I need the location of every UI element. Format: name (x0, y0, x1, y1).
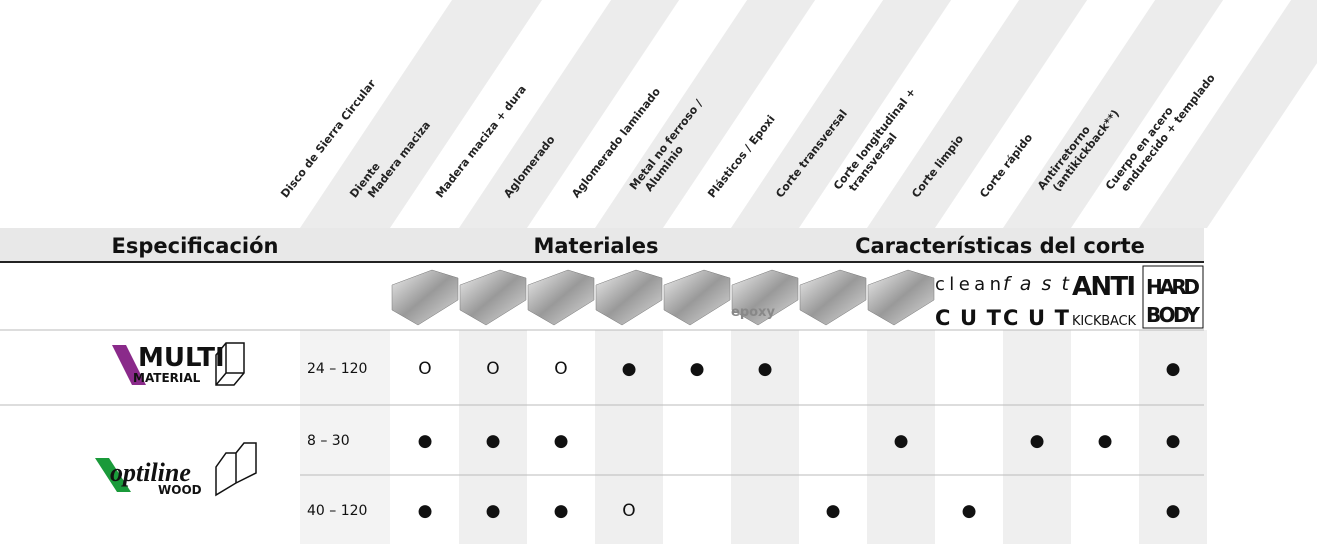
cell-mark: O (486, 359, 499, 379)
cell-mark: O (622, 501, 635, 521)
header-stripe (1139, 0, 1317, 228)
cell-mark: ● (1098, 431, 1113, 451)
column-stripe (300, 330, 390, 544)
tooth-range: 40 – 120 (307, 503, 367, 519)
header-stripe (300, 0, 542, 228)
material-icon (731, 269, 799, 326)
icon-text: CUT (1003, 306, 1070, 330)
column-stripe (459, 330, 527, 544)
header-stripe (459, 0, 680, 228)
material-icon (799, 269, 867, 326)
column-stripe (595, 330, 663, 544)
cell-mark: ● (554, 501, 569, 521)
material-icon (459, 269, 527, 326)
icon-text: clean (935, 274, 1001, 295)
material-icon (527, 269, 595, 326)
cell-mark: ● (486, 431, 501, 451)
group-band (0, 228, 1204, 262)
cell-mark: ● (418, 431, 433, 451)
icon-text: CUT (935, 306, 1002, 330)
group-header: Materiales (533, 234, 658, 258)
icon-text: BODY (1146, 303, 1201, 327)
cell-mark: ● (554, 431, 569, 451)
cell-mark: O (554, 359, 567, 379)
material-icon (595, 269, 663, 326)
icon-text: KICKBACK (1072, 314, 1136, 329)
cell-mark: ● (1166, 501, 1181, 521)
cell-mark: ● (1166, 431, 1181, 451)
cell-mark: ● (622, 359, 637, 379)
material-icon (663, 269, 731, 326)
blade-icon (215, 342, 257, 497)
column-stripe (1139, 330, 1207, 544)
tooth-range: 8 – 30 (307, 433, 350, 449)
cell-mark: ● (1166, 359, 1181, 379)
multi-logo: MULTI MATERIAL (112, 343, 225, 385)
logo-text: WOOD (158, 483, 202, 497)
cell-mark: O (418, 359, 431, 379)
cell-mark: ● (486, 501, 501, 521)
icon-text: fast (1003, 273, 1071, 295)
icon-frame (1142, 265, 1204, 329)
cell-mark: ● (418, 501, 433, 521)
header-stripe (731, 0, 952, 228)
logo-text: MATERIAL (133, 371, 201, 385)
cell-mark: ● (962, 501, 977, 521)
header-stripe (595, 0, 816, 228)
column-stripe (731, 330, 799, 544)
cell-mark: ● (690, 359, 705, 379)
header-stripe (867, 0, 1088, 228)
column-stripe (867, 330, 935, 544)
icon-text: HARD (1146, 275, 1200, 299)
group-header: Características del corte (855, 234, 1145, 258)
cell-mark: ● (1030, 431, 1045, 451)
group-header: Especificación (112, 234, 279, 258)
cell-mark: ● (894, 431, 909, 451)
icon-text: ANTI (1072, 272, 1136, 302)
material-icon (391, 269, 459, 326)
cell-mark: ● (758, 359, 773, 379)
optiline-logo: optiline WOOD (95, 458, 202, 497)
tooth-range: 24 – 120 (307, 361, 367, 377)
material-icon (867, 269, 935, 326)
logo-text: optiline (110, 458, 191, 487)
column-stripe (1003, 330, 1071, 544)
header-stripe (1003, 0, 1224, 228)
logo-text: MULTI (138, 343, 225, 373)
icon-text: epoxy (731, 305, 775, 320)
cell-mark: ● (826, 501, 841, 521)
